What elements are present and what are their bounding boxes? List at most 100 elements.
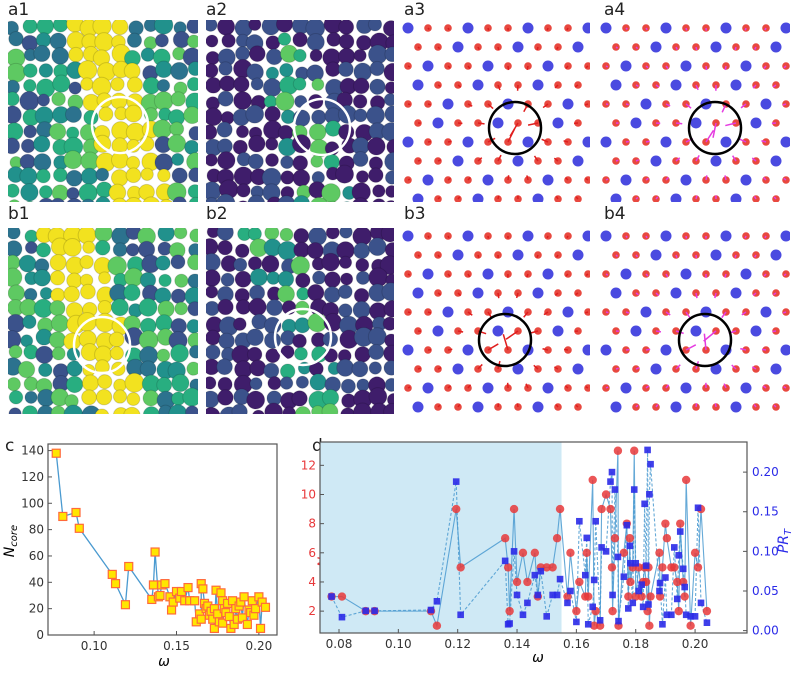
sphere xyxy=(65,375,84,394)
displacement-arrow xyxy=(407,65,411,68)
sphere xyxy=(353,48,367,63)
sphere xyxy=(108,331,125,348)
sphere xyxy=(48,122,67,141)
y-tick-label: 20 xyxy=(29,602,44,616)
pr-point xyxy=(531,571,539,579)
blue-particle xyxy=(770,249,782,261)
background xyxy=(598,228,790,414)
blue-particle xyxy=(412,193,424,202)
sphere xyxy=(125,242,140,257)
sphere xyxy=(355,34,372,51)
displacement-arrow xyxy=(740,103,747,109)
pr-point xyxy=(583,534,591,542)
blue-particle xyxy=(650,155,662,167)
pr-point xyxy=(639,603,647,611)
sphere xyxy=(8,228,21,240)
sphere xyxy=(352,150,369,168)
displacement-arrow xyxy=(763,176,767,181)
displacement-arrow xyxy=(417,159,421,162)
sphere xyxy=(20,183,39,202)
displacement-arrow xyxy=(675,157,681,162)
blue-particle xyxy=(532,287,544,299)
sphere xyxy=(19,90,40,111)
displacement-arrow xyxy=(655,196,659,200)
blue-particle xyxy=(710,41,722,53)
data-point xyxy=(51,448,61,458)
sphere xyxy=(187,184,198,199)
sphere xyxy=(8,240,23,258)
sphere xyxy=(8,376,21,392)
pr-point xyxy=(620,573,628,581)
blue-particle xyxy=(660,22,672,34)
blue-particle xyxy=(660,136,672,148)
displacement-arrow xyxy=(447,235,450,239)
displacement-arrow xyxy=(437,292,441,296)
sphere xyxy=(352,197,369,202)
sphere xyxy=(38,184,53,199)
blue-particle xyxy=(402,136,414,148)
keycone-point xyxy=(610,534,620,543)
data-point xyxy=(71,507,81,518)
displacement-arrow xyxy=(665,273,669,278)
displacement-arrow xyxy=(525,383,529,389)
sphere xyxy=(22,20,38,34)
displacement-arrow xyxy=(783,385,787,389)
displacement-arrow xyxy=(553,366,559,370)
displacement-arrow xyxy=(615,46,619,49)
sphere xyxy=(188,196,198,202)
sphere xyxy=(68,46,84,63)
sphere xyxy=(218,61,233,76)
sphere xyxy=(156,78,171,93)
blue-particle xyxy=(650,249,662,261)
pr-point xyxy=(671,544,678,551)
blue-particle xyxy=(600,22,612,34)
keycone-point xyxy=(690,548,700,558)
pr-point xyxy=(371,607,378,615)
x-tick-label: 0.10 xyxy=(81,639,108,653)
sphere xyxy=(368,237,387,257)
sphere xyxy=(171,167,188,184)
panel-label-b3: b3 xyxy=(404,204,426,224)
blue-particle xyxy=(620,174,632,186)
blue-particle xyxy=(552,325,564,337)
sphere xyxy=(221,33,236,48)
y-left-tick-label: 6 xyxy=(308,546,316,560)
blue-particle xyxy=(650,41,662,53)
blue-particle xyxy=(690,117,702,129)
displacement-arrow xyxy=(585,177,589,181)
sphere xyxy=(384,81,394,95)
red-particle xyxy=(672,251,680,259)
blue-particle xyxy=(432,117,444,129)
blue-particle xyxy=(680,382,692,394)
displacement-arrow xyxy=(533,364,539,370)
displacement-field-a4 xyxy=(598,20,790,202)
sphere xyxy=(33,44,51,63)
blue-particle xyxy=(670,79,682,91)
y-right-tick-label: 0.20 xyxy=(752,465,779,479)
keycone-point xyxy=(589,621,599,630)
sphere xyxy=(158,273,172,288)
sphere xyxy=(246,390,266,410)
sphere xyxy=(265,48,283,66)
displacement-arrow xyxy=(754,254,757,258)
displacement-arrow xyxy=(477,122,485,125)
displacement-arrow xyxy=(724,65,727,71)
sphere xyxy=(63,285,81,303)
blue-particle xyxy=(482,382,494,394)
sphere xyxy=(369,60,385,77)
displacement-arrow xyxy=(505,330,519,340)
blue-particle xyxy=(640,306,652,318)
sphere xyxy=(280,344,295,360)
displacement-arrow xyxy=(516,403,519,408)
sphere xyxy=(279,228,294,242)
sphere xyxy=(310,154,324,168)
data-point xyxy=(107,569,117,580)
sphere xyxy=(188,344,198,359)
red-particle xyxy=(534,251,542,259)
displacement-arrow xyxy=(546,235,549,239)
displacement-arrow xyxy=(703,330,717,342)
blue-particle xyxy=(780,230,790,242)
y-right-tick-label: 0.00 xyxy=(752,624,779,638)
sphere xyxy=(49,32,67,50)
sphere xyxy=(169,121,185,137)
